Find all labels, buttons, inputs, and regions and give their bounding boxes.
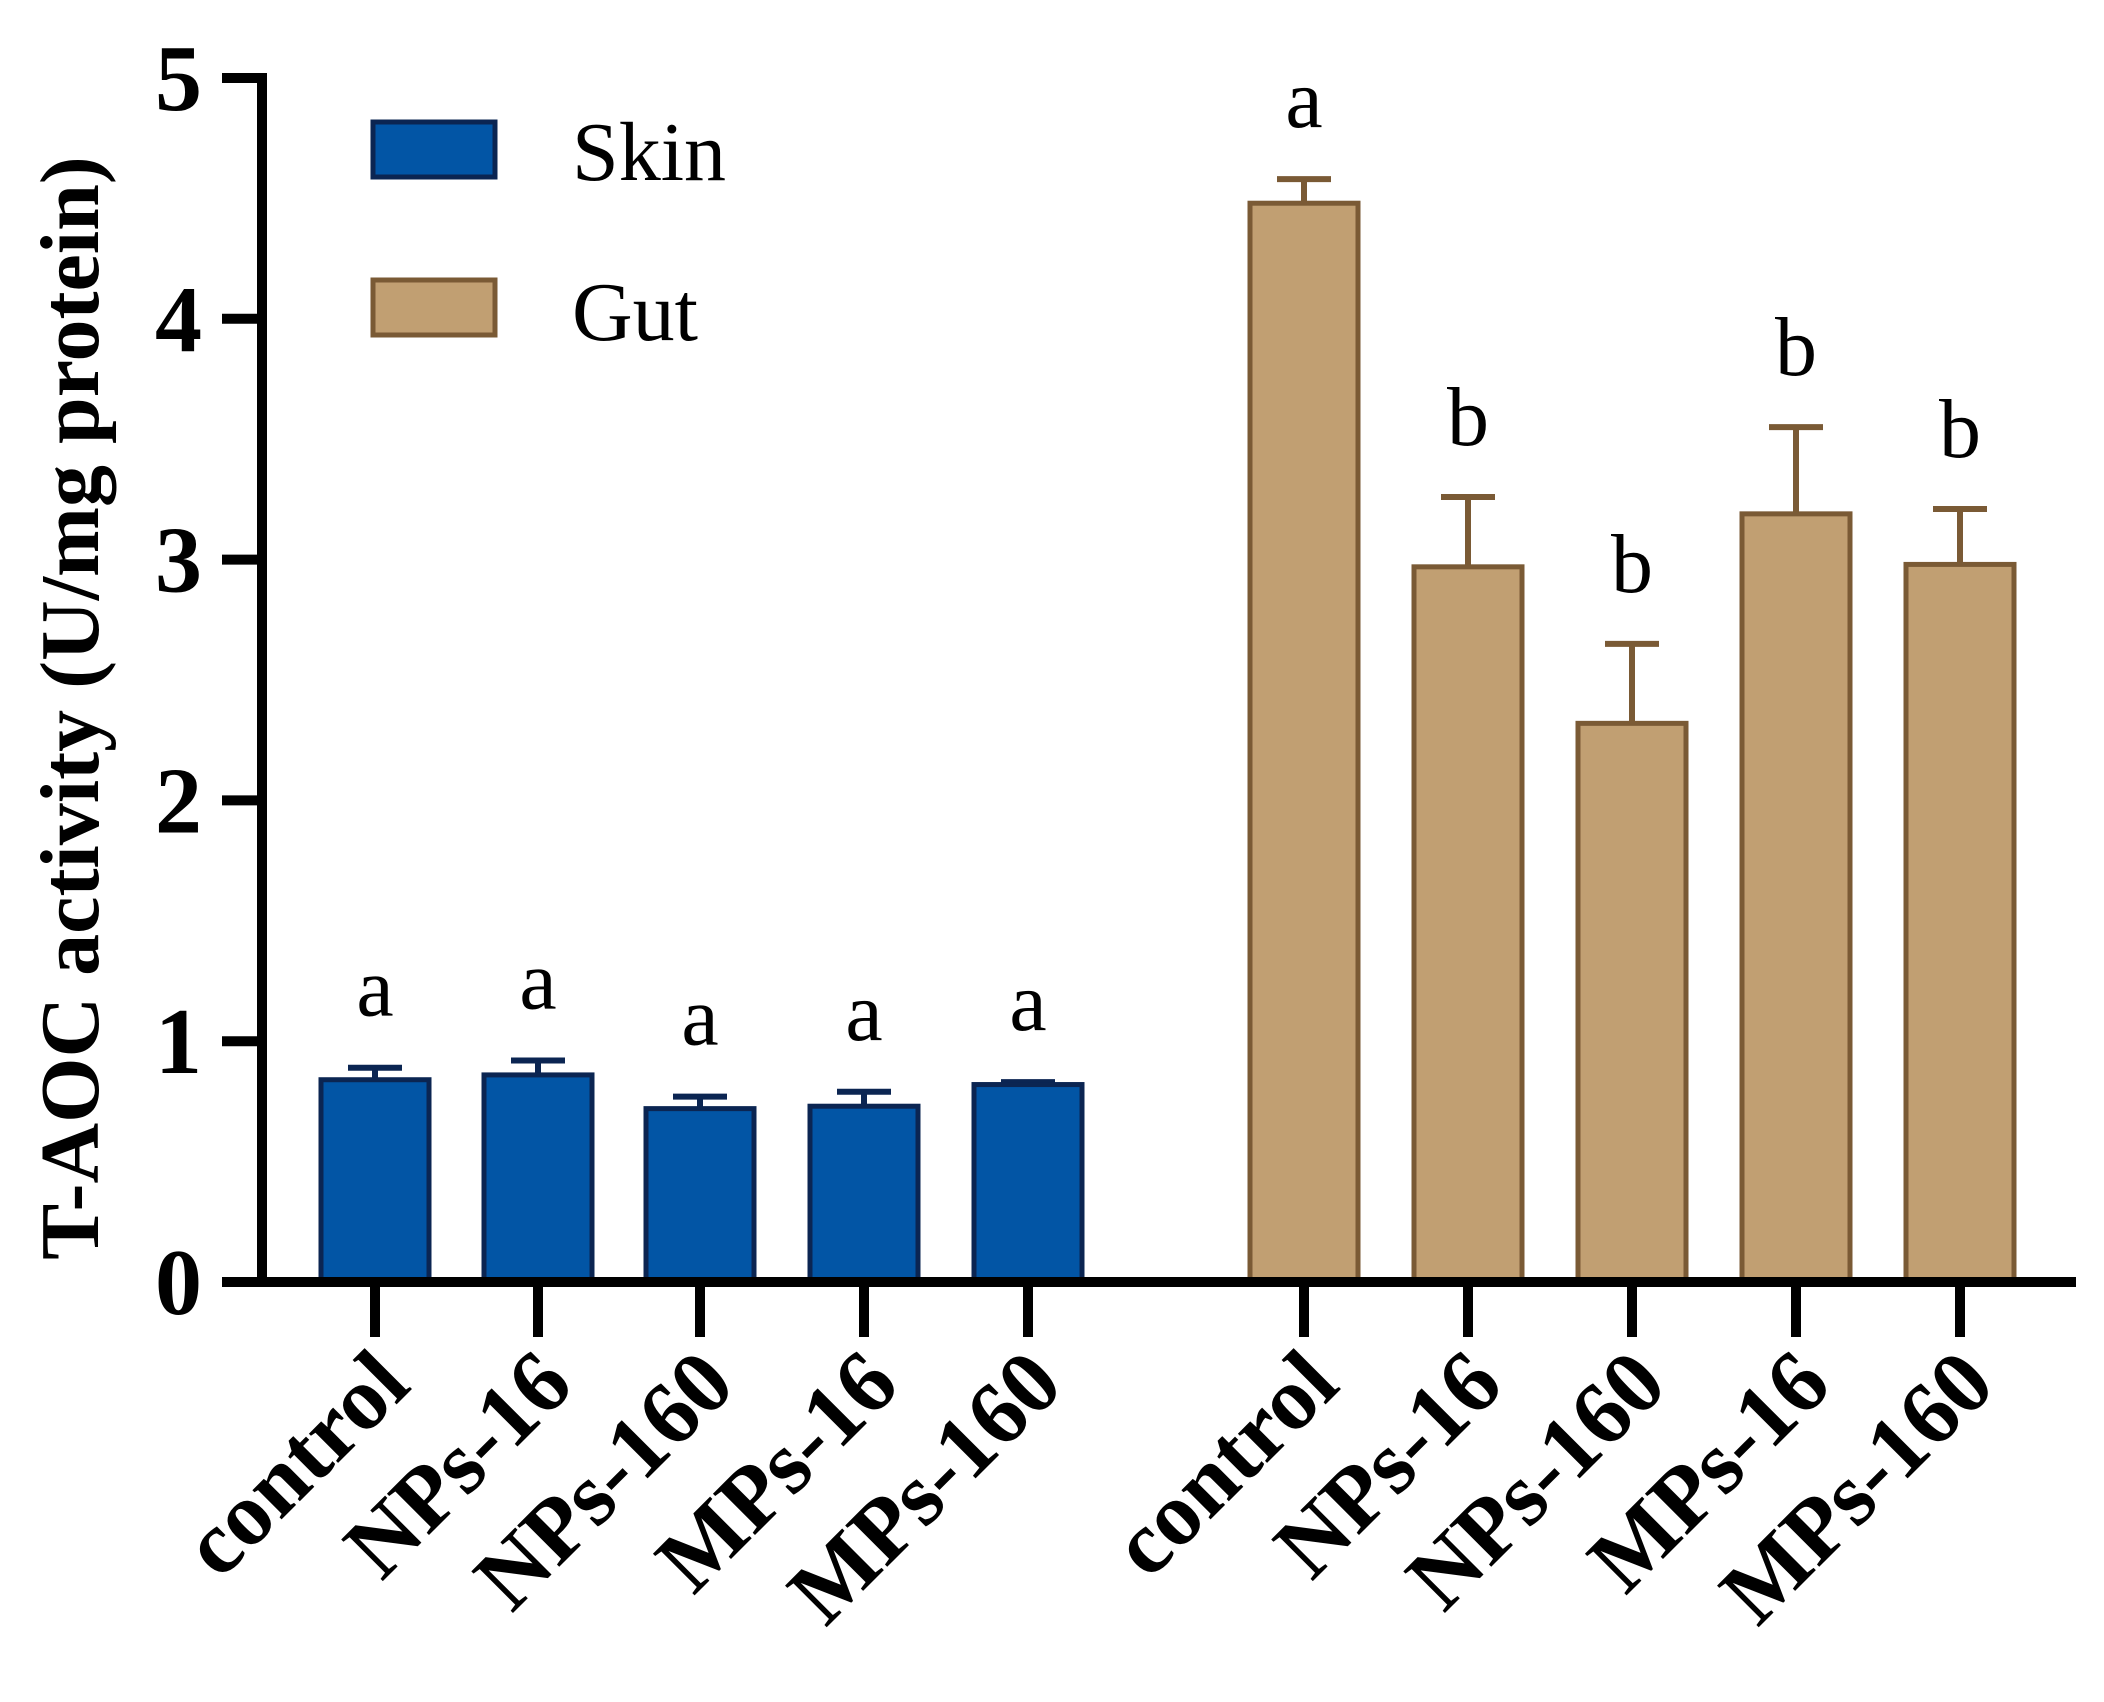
bar-skin-mps-16 xyxy=(807,1103,921,1285)
significance-label-skin-nps-160: a xyxy=(681,971,718,1064)
bar-gut-mps-16 xyxy=(1739,511,1853,1285)
bar-gut-mps-160 xyxy=(1903,561,2017,1285)
y-axis-title: T-AOC activity (U/mg protein) xyxy=(24,156,117,1260)
y-tick-label-1: 1 xyxy=(155,990,202,1094)
significance-label-gut-mps-160: b xyxy=(1939,383,1981,476)
legend: Skin Gut xyxy=(370,106,726,359)
bar-skin-control xyxy=(318,1077,432,1285)
significance-label-skin-nps-16: a xyxy=(519,934,556,1027)
y-tick-label-3: 3 xyxy=(155,509,202,613)
y-tick-label-2: 2 xyxy=(155,749,202,853)
bar-skin-nps-16 xyxy=(481,1072,595,1285)
bar-gut-control xyxy=(1247,200,1361,1285)
significance-label-gut-mps-16: b xyxy=(1775,301,1817,394)
labels-layer: 012345acontrolaNPs-16aNPs-160aMPs-16aMPs… xyxy=(155,27,2012,1643)
legend-label-gut: Gut xyxy=(572,266,698,359)
bar-skin-nps-160 xyxy=(643,1106,757,1285)
significance-label-gut-nps-16: b xyxy=(1447,371,1489,464)
axes-layer xyxy=(257,73,2076,1287)
y-tick-label-5: 5 xyxy=(155,27,202,131)
significance-label-skin-control: a xyxy=(356,942,393,1035)
legend-swatch-gut xyxy=(370,277,498,338)
y-tick-label-0: 0 xyxy=(155,1231,202,1335)
significance-label-skin-mps-16: a xyxy=(845,966,882,1059)
y-tick-label-4: 4 xyxy=(155,268,202,372)
significance-label-gut-nps-160: b xyxy=(1611,518,1653,611)
significance-label-gut-control: a xyxy=(1285,53,1322,146)
bar-gut-nps-16 xyxy=(1411,564,1525,1285)
bar-gut-nps-160 xyxy=(1575,720,1689,1285)
significance-label-skin-mps-160: a xyxy=(1009,956,1046,1049)
legend-swatch-skin xyxy=(370,119,498,180)
bar-skin-mps-160 xyxy=(971,1082,1085,1285)
legend-label-skin: Skin xyxy=(572,106,726,199)
